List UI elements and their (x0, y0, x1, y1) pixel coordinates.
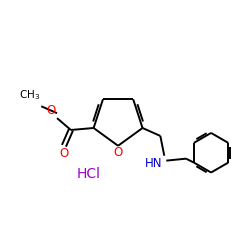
Text: O: O (47, 104, 56, 117)
Text: O: O (114, 146, 123, 159)
Text: HCl: HCl (76, 168, 100, 181)
Text: CH$_3$: CH$_3$ (19, 88, 40, 102)
Text: O: O (59, 147, 69, 160)
Text: HN: HN (145, 157, 162, 170)
